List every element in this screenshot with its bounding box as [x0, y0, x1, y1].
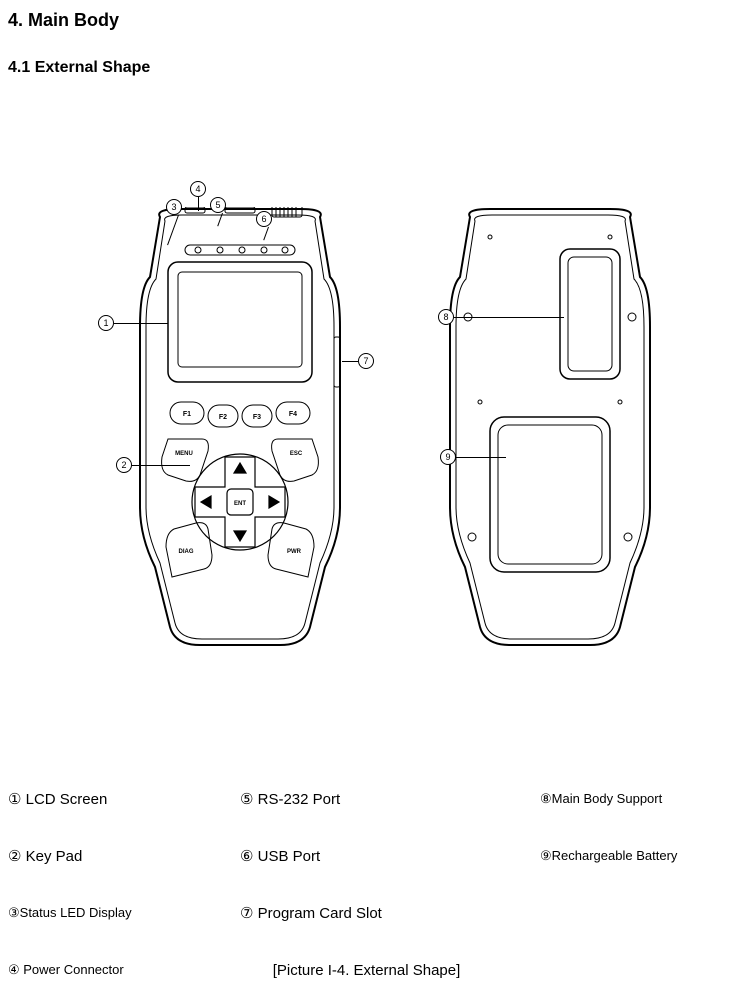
leader-8	[454, 317, 564, 318]
key-pwr-label: PWR	[287, 549, 302, 555]
key-esc-label: ESC	[290, 451, 303, 457]
diagram-area: F1 F2 F3 F4 MENU ESC DIAG PWR ENT 1 2 3 …	[0, 117, 733, 677]
legend: ① LCD Screen ⑤ RS-232 Port ⑧Main Body Su…	[0, 790, 733, 979]
callout-6: 6	[256, 211, 272, 227]
leader-2	[132, 465, 190, 466]
key-f3-label: F3	[253, 414, 261, 421]
key-f2-label: F2	[219, 414, 227, 421]
legend-item-6: ⑥ USB Port	[240, 848, 320, 865]
key-menu-label: MENU	[175, 451, 193, 457]
callout-5: 5	[210, 197, 226, 213]
callout-4: 4	[190, 181, 206, 197]
legend-item-9: ⑨Rechargeable Battery	[540, 848, 677, 863]
callout-7: 7	[358, 353, 374, 369]
leader-9	[456, 457, 506, 458]
key-diag-label: DIAG	[179, 549, 194, 555]
heading-sub: 4.1 External Shape	[8, 59, 733, 77]
callout-2: 2	[116, 457, 132, 473]
key-f4-label: F4	[289, 411, 297, 418]
figure-caption: [Picture I-4. External Shape]	[0, 962, 733, 979]
device-back	[440, 207, 660, 647]
callout-1: 1	[98, 315, 114, 331]
legend-item-5: ⑤ RS-232 Port	[240, 791, 340, 808]
leader-7	[342, 361, 358, 362]
legend-item-3: ③Status LED Display	[8, 905, 132, 920]
callout-3: 3	[166, 199, 182, 215]
callout-9: 9	[440, 449, 456, 465]
legend-item-7: ⑦ Program Card Slot	[240, 905, 382, 922]
leader-4	[198, 197, 199, 211]
leader-1	[114, 323, 168, 324]
callout-8: 8	[438, 309, 454, 325]
key-f1-label: F1	[183, 411, 191, 418]
device-front: F1 F2 F3 F4 MENU ESC DIAG PWR ENT	[130, 207, 350, 647]
legend-item-1: ① LCD Screen	[8, 791, 107, 808]
legend-item-8: ⑧Main Body Support	[540, 791, 662, 806]
legend-item-2: ② Key Pad	[8, 848, 82, 865]
key-ent-label: ENT	[234, 501, 246, 507]
heading-main: 4. Main Body	[8, 10, 733, 31]
